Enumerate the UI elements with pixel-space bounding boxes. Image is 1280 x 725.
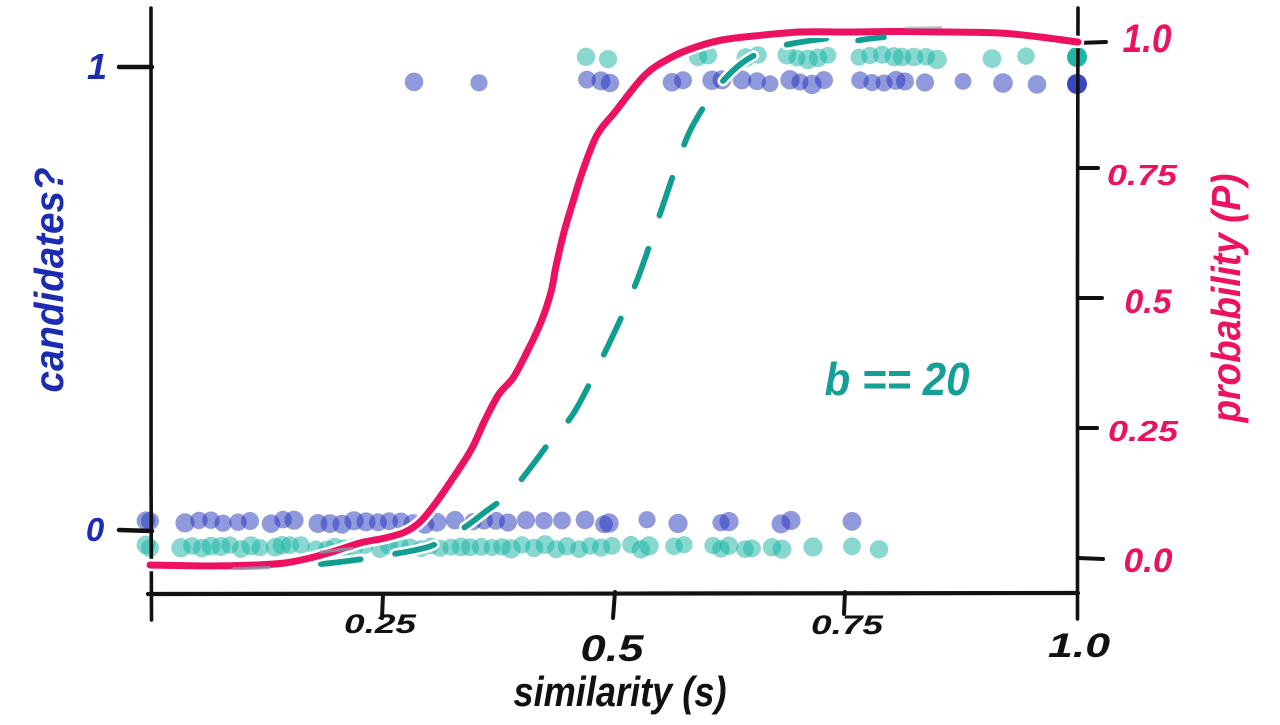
svg-text:0.25: 0.25 <box>1108 416 1179 448</box>
svg-text:probability (P): probability (P) <box>1203 174 1249 424</box>
svg-text:b == 20: b == 20 <box>825 353 970 405</box>
svg-text:0.5: 0.5 <box>581 628 646 669</box>
svg-text:0: 0 <box>86 511 105 548</box>
svg-text:candidates?: candidates? <box>26 168 72 393</box>
svg-text:1.0: 1.0 <box>1048 627 1110 665</box>
svg-text:0.5: 0.5 <box>1125 283 1173 321</box>
svg-text:0.25: 0.25 <box>344 609 417 639</box>
svg-text:1.0: 1.0 <box>1123 17 1172 61</box>
svg-text:0.0: 0.0 <box>1124 542 1173 580</box>
svg-text:0.75: 0.75 <box>1107 160 1178 192</box>
svg-text:1: 1 <box>87 46 107 87</box>
svg-text:similarity (s): similarity (s) <box>514 668 727 715</box>
svg-text:0.75: 0.75 <box>811 610 884 640</box>
